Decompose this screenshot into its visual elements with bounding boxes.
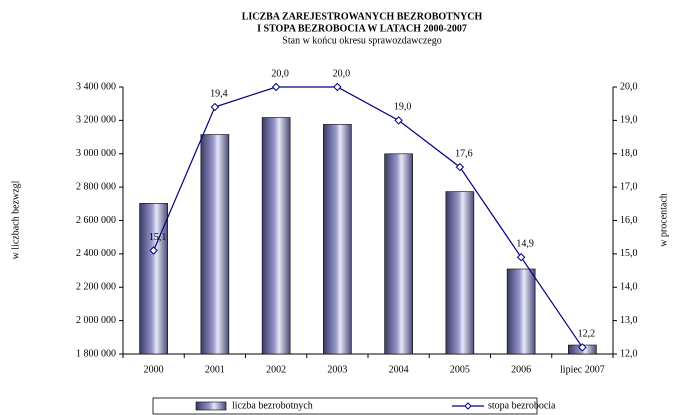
marker (516, 253, 526, 262)
marker (210, 102, 220, 112)
bar (261, 117, 291, 355)
legend-swatch (464, 402, 472, 410)
data-label: 14,9 (516, 239, 534, 250)
legend-swatch (195, 401, 227, 411)
y2-tick-label: 12,0 (620, 348, 638, 359)
data-label: 15,1 (149, 232, 167, 243)
y2-tick-label: 15,0 (620, 248, 638, 259)
x-tick-label: 2005 (450, 364, 470, 375)
bar (506, 268, 536, 355)
x-tick-label: 2002 (266, 364, 286, 375)
bar (384, 153, 413, 355)
marker (149, 246, 158, 255)
legend-box (152, 397, 538, 415)
y2-tick-label: 20,0 (620, 81, 638, 92)
y2-tick-label: 18,0 (620, 148, 638, 159)
y-tick-label: 3 000 000 (76, 148, 116, 159)
data-label: 20,0 (333, 68, 351, 79)
chart-title: I STOPA BEZROBOCIA W LATACH 2000-2007 (257, 23, 467, 34)
y-tick-label: 2 200 000 (76, 282, 116, 293)
legend-label: stopa bezrobocia (488, 400, 556, 411)
bar (323, 124, 352, 355)
x-tick-label: 2006 (511, 364, 531, 375)
bar (445, 191, 475, 355)
y-tick-label: 3 200 000 (76, 115, 116, 126)
marker (578, 343, 587, 352)
chart-title: LICZBA ZAREJESTROWANYCH BEZROBOTNYCH (242, 11, 483, 22)
y2-tick-label: 13,0 (620, 315, 638, 326)
data-label: 12,2 (578, 329, 596, 340)
legend-label: liczba bezrobotnych (232, 400, 313, 411)
x-tick-label: lipiec 2007 (560, 364, 605, 375)
bar (139, 203, 168, 355)
y2-tick-label: 14,0 (620, 282, 638, 293)
marker (394, 116, 403, 125)
marker (455, 162, 465, 172)
y-tick-label: 3 400 000 (76, 81, 116, 92)
marker (271, 82, 281, 92)
x-tick-label: 2001 (205, 364, 225, 375)
data-label: 20,0 (271, 68, 289, 79)
data-label: 19,0 (394, 102, 412, 113)
y-tick-label: 2 400 000 (76, 248, 116, 259)
y2-tick-label: 16,0 (620, 215, 638, 226)
y-tick-label: 1 800 000 (76, 348, 116, 359)
bar (200, 134, 230, 355)
data-label: 19,4 (210, 88, 228, 99)
line (153, 86, 583, 348)
y2-axis-label: w procentach (658, 193, 669, 247)
x-tick-label: 2003 (327, 364, 347, 375)
y-axis-label: w liczbach bezwzgl (10, 180, 21, 259)
marker (333, 82, 342, 92)
y2-tick-label: 19,0 (620, 115, 638, 126)
y-tick-label: 2 800 000 (76, 181, 116, 192)
y-tick-label: 2 000 000 (76, 315, 116, 326)
y2-tick-label: 17,0 (620, 181, 638, 192)
y-tick-label: 2 600 000 (76, 215, 116, 226)
data-label: 17,6 (455, 148, 473, 159)
x-tick-label: 2004 (389, 364, 409, 375)
x-tick-label: 2000 (144, 364, 164, 375)
chart-subtitle: Stan w końcu okresu sprawozdawczego (282, 35, 441, 46)
